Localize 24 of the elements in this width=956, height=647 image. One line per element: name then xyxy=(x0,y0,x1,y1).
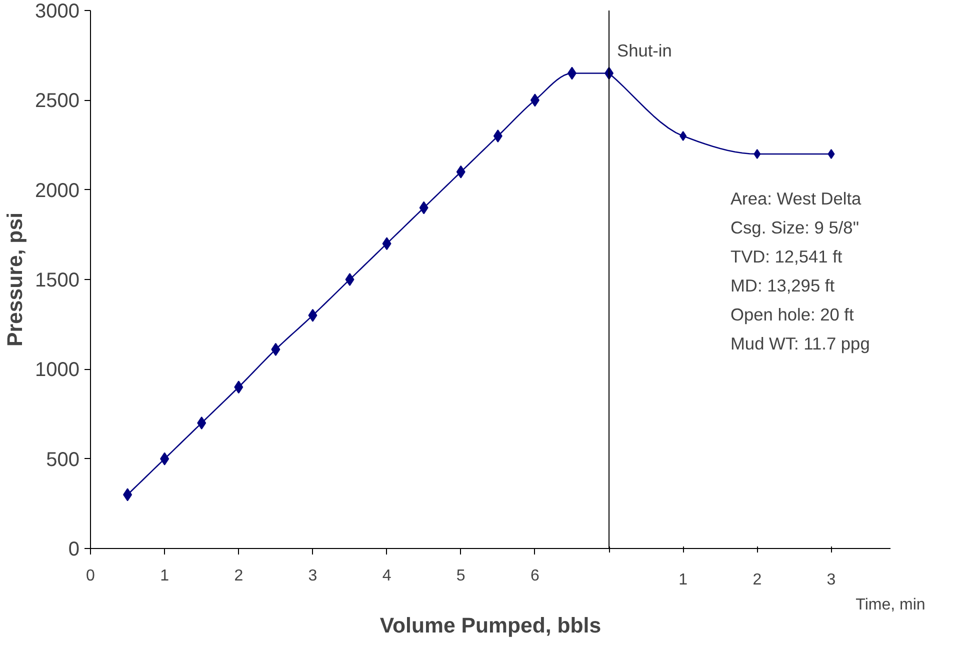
y-tick-label: 1000 xyxy=(35,359,80,382)
y-tick-label: 2500 xyxy=(35,90,80,112)
x-axis-title: Volume Pumped, bbls xyxy=(380,614,602,638)
annotation: Mud WT: 11.7 ppg xyxy=(730,334,870,354)
x-tick-label: 5 xyxy=(456,568,466,584)
x-tick-label: 2 xyxy=(234,568,244,584)
y-axis-title: Pressure, psi xyxy=(3,212,28,346)
y-tick-label: 0 xyxy=(68,538,80,560)
y-tick-label: 500 xyxy=(46,448,80,471)
x-tick-label: 3 xyxy=(308,568,318,584)
ref-line-label: Shut-in xyxy=(617,40,672,60)
annotation: Open hole: 20 ft xyxy=(730,304,854,324)
x-tick-label: 0 xyxy=(86,568,96,584)
annotation: Area: West Delta xyxy=(730,188,862,208)
annotation: TVD: 12,541 ft xyxy=(730,246,842,266)
y-tick-label: 2000 xyxy=(35,180,80,202)
x2-axis-title: Time, min xyxy=(856,596,926,614)
x-tick-label: 6 xyxy=(530,568,540,584)
x-tick-label: 4 xyxy=(382,568,392,584)
y-tick-label: 3000 xyxy=(35,0,80,22)
x-tick-label: 1 xyxy=(160,568,170,584)
annotation: MD: 13,295 ft xyxy=(730,276,835,296)
annotation: Csg. Size: 9 5/8" xyxy=(730,218,859,238)
y-tick-label: 1500 xyxy=(35,270,80,292)
